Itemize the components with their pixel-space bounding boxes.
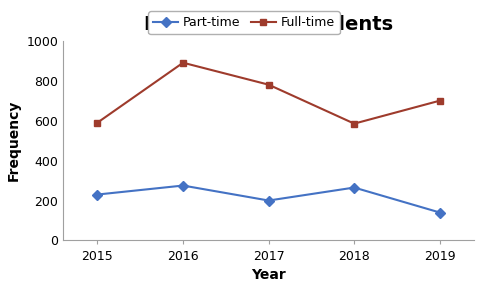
Legend: Part-time, Full-time: Part-time, Full-time	[148, 11, 339, 34]
X-axis label: Year: Year	[251, 268, 286, 282]
Full-time	[350, 122, 356, 125]
Part-time	[350, 186, 356, 189]
Full-time	[180, 61, 186, 64]
Part-time	[95, 193, 100, 196]
Full-time	[95, 121, 100, 124]
Y-axis label: Frequency: Frequency	[7, 100, 21, 181]
Part-time	[265, 199, 271, 202]
Part-time	[180, 184, 186, 187]
Title: Frequency of Students: Frequency of Students	[144, 15, 392, 34]
Full-time	[265, 83, 271, 86]
Part-time	[436, 211, 442, 214]
Line: Part-time: Part-time	[94, 182, 443, 216]
Line: Full-time: Full-time	[94, 59, 443, 127]
Full-time	[436, 99, 442, 102]
